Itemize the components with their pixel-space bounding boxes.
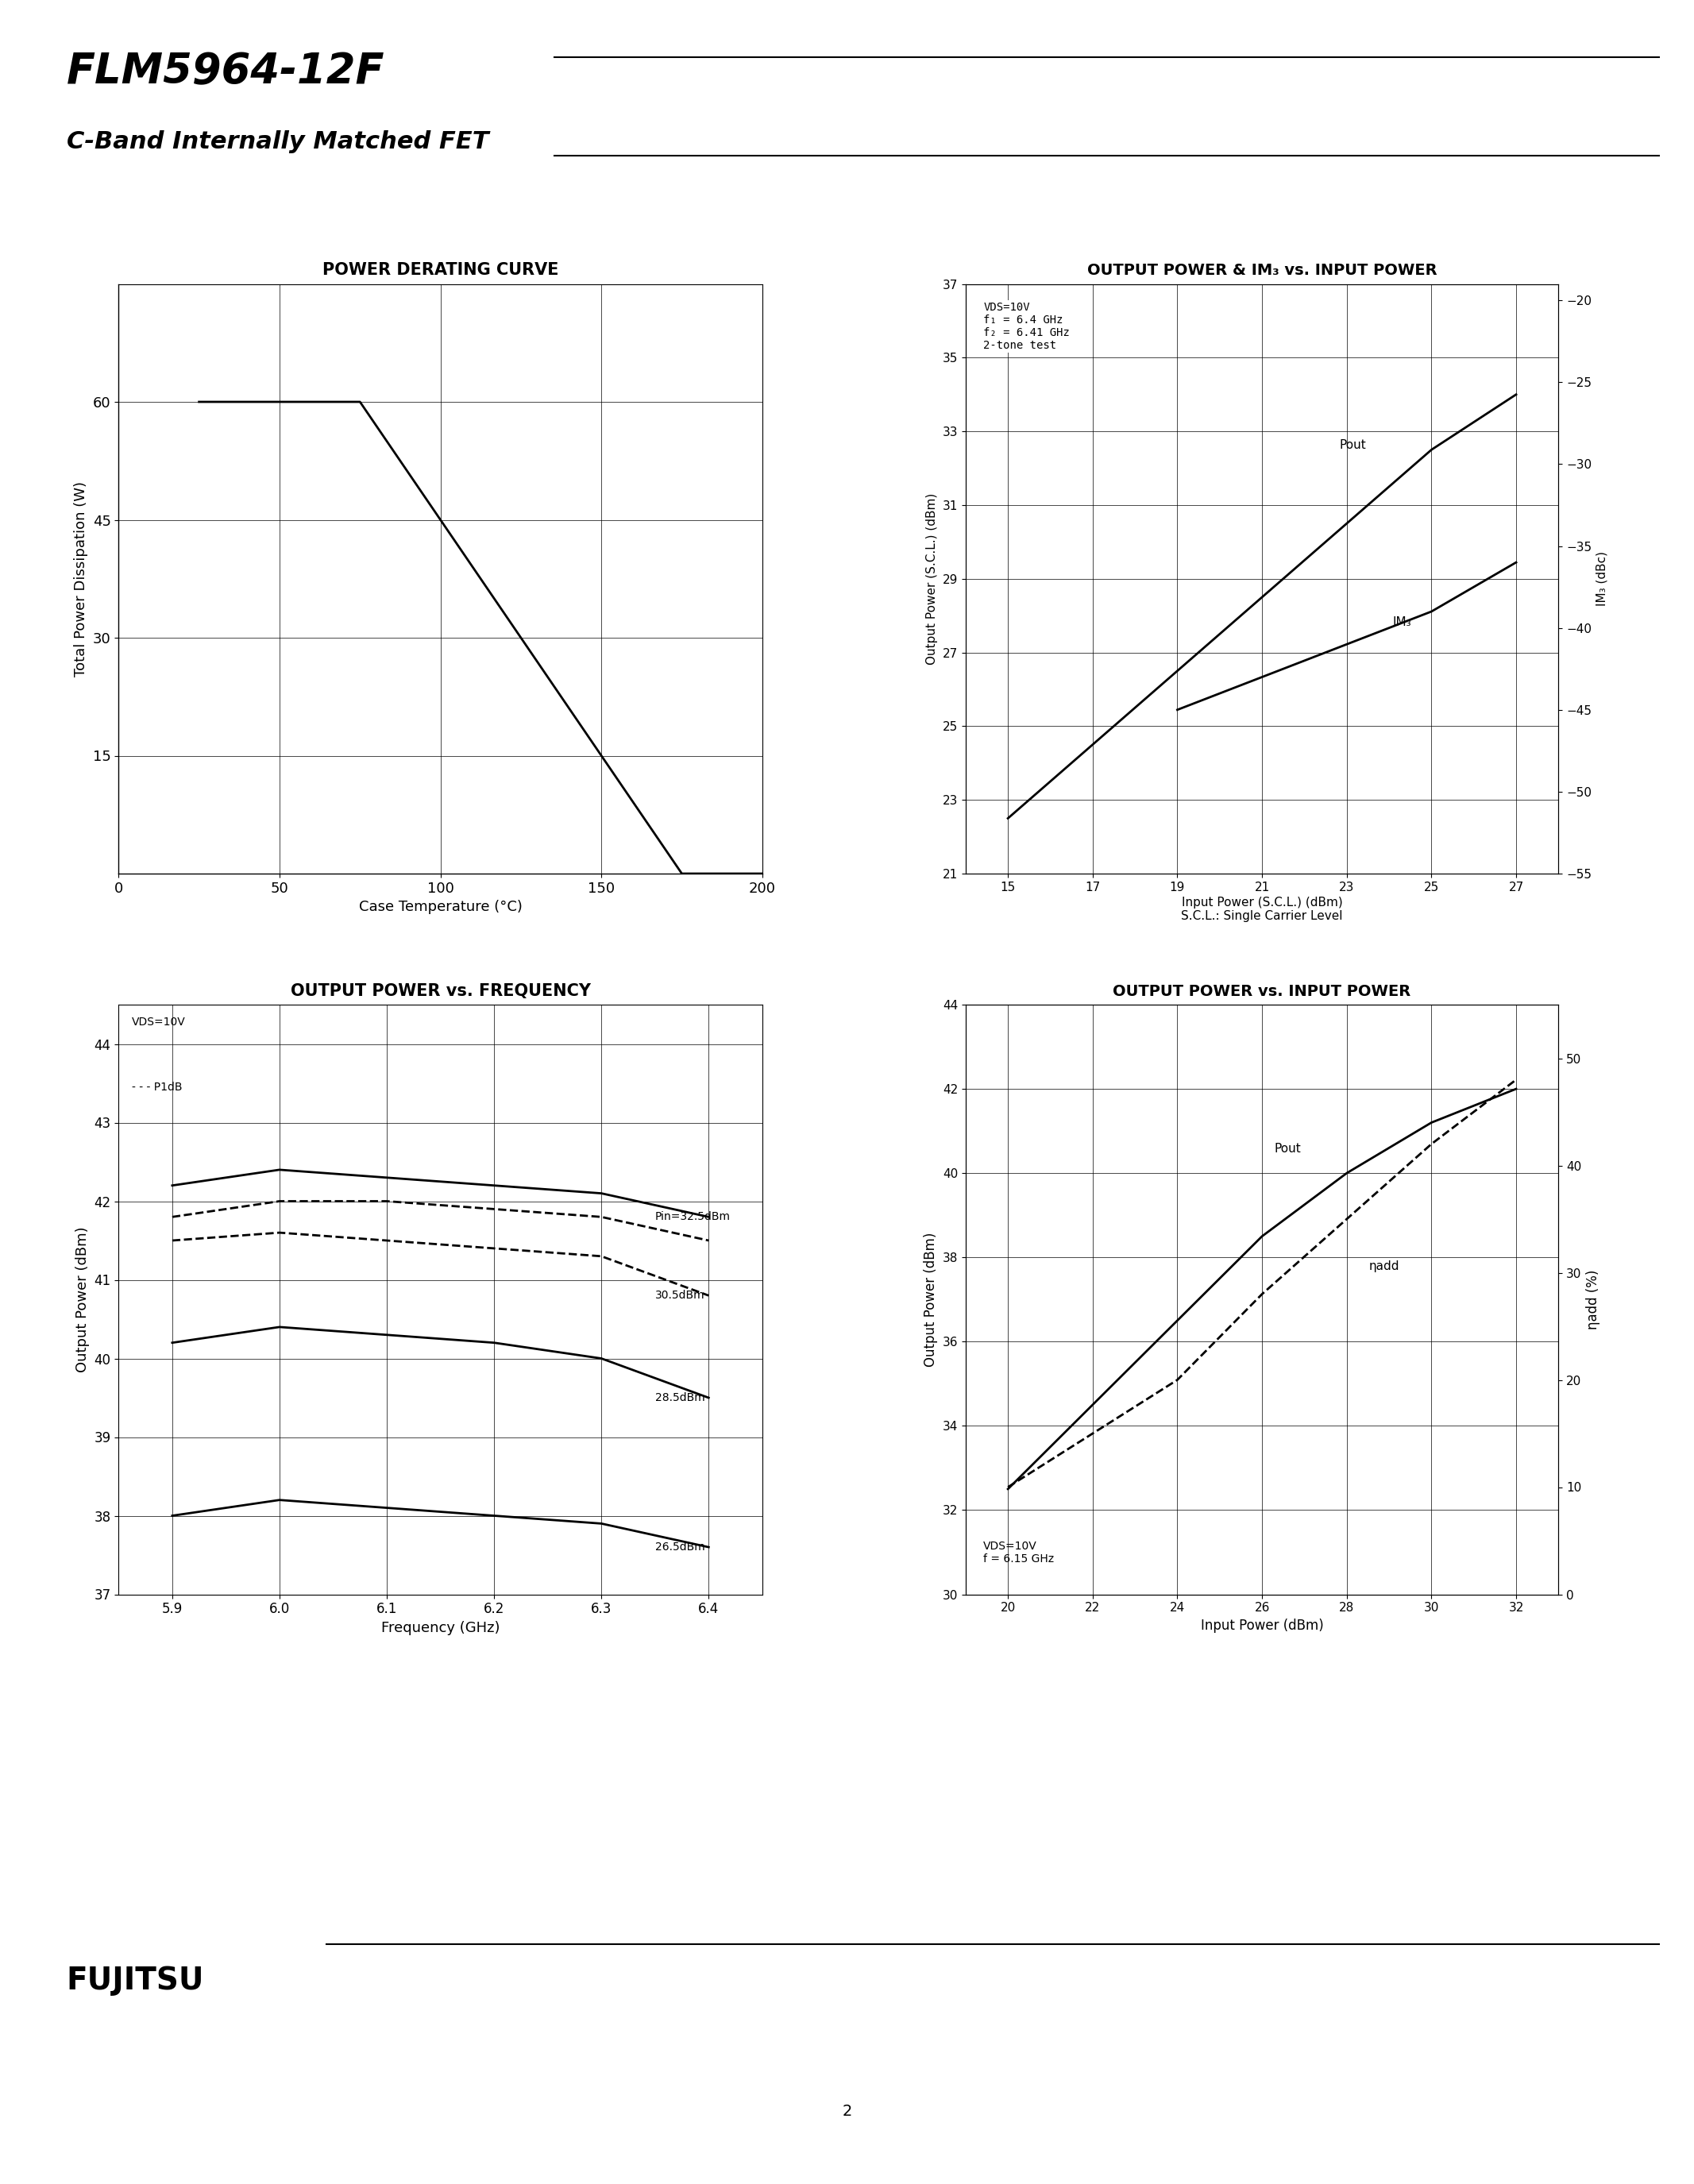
- Text: 2: 2: [842, 2103, 852, 2118]
- Text: Pout: Pout: [1274, 1142, 1301, 1155]
- Text: - - - P1dB: - - - P1dB: [132, 1081, 181, 1092]
- Y-axis label: IM₃ (dBc): IM₃ (dBc): [1596, 550, 1608, 607]
- Text: IM₃: IM₃: [1392, 616, 1411, 629]
- Text: Pout: Pout: [1340, 439, 1365, 452]
- Text: ηadd: ηadd: [1369, 1260, 1399, 1273]
- Text: VDS=10V
f₁ = 6.4 GHz
f₂ = 6.41 GHz
2-tone test: VDS=10V f₁ = 6.4 GHz f₂ = 6.41 GHz 2-ton…: [984, 301, 1071, 352]
- Text: C-Band Internally Matched FET: C-Band Internally Matched FET: [66, 131, 488, 153]
- Title: OUTPUT POWER & IM₃ vs. INPUT POWER: OUTPUT POWER & IM₃ vs. INPUT POWER: [1088, 264, 1437, 277]
- Text: 30.5dBm: 30.5dBm: [656, 1291, 705, 1302]
- Y-axis label: Total Power Dissipation (W): Total Power Dissipation (W): [75, 480, 88, 677]
- Title: POWER DERATING CURVE: POWER DERATING CURVE: [322, 262, 559, 277]
- X-axis label: Case Temperature (°C): Case Temperature (°C): [359, 900, 522, 915]
- Title: OUTPUT POWER vs. FREQUENCY: OUTPUT POWER vs. FREQUENCY: [290, 983, 591, 998]
- Text: VDS=10V
f = 6.15 GHz: VDS=10V f = 6.15 GHz: [984, 1542, 1054, 1566]
- Y-axis label: Output Power (dBm): Output Power (dBm): [75, 1227, 90, 1372]
- Text: 26.5dBm: 26.5dBm: [656, 1542, 705, 1553]
- Text: VDS=10V: VDS=10V: [132, 1016, 185, 1026]
- Title: OUTPUT POWER vs. INPUT POWER: OUTPUT POWER vs. INPUT POWER: [1113, 985, 1411, 998]
- Y-axis label: Output Power (S.C.L.) (dBm): Output Power (S.C.L.) (dBm): [927, 494, 938, 664]
- Text: Pin=32.5dBm: Pin=32.5dBm: [656, 1212, 730, 1223]
- Y-axis label: ηadd (%): ηadd (%): [1586, 1269, 1601, 1330]
- Text: FLM5964-12F: FLM5964-12F: [66, 52, 385, 92]
- X-axis label: Input Power (dBm): Input Power (dBm): [1201, 1618, 1323, 1634]
- X-axis label: Frequency (GHz): Frequency (GHz): [381, 1621, 500, 1636]
- X-axis label: Input Power (S.C.L.) (dBm)
S.C.L.: Single Carrier Level: Input Power (S.C.L.) (dBm) S.C.L.: Singl…: [1181, 898, 1343, 922]
- Y-axis label: Output Power (dBm): Output Power (dBm): [923, 1232, 938, 1367]
- Text: 28.5dBm: 28.5dBm: [656, 1391, 705, 1404]
- Text: FUJITSU: FUJITSU: [66, 1966, 205, 1996]
